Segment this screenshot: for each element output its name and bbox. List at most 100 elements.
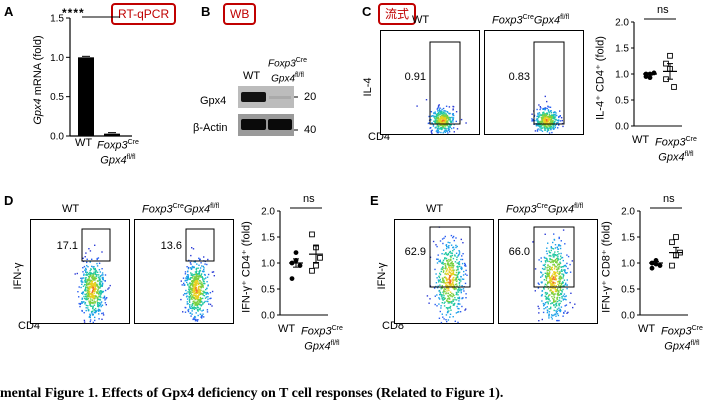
flow-event-dot [195,277,197,279]
flow-event-dot [457,287,460,289]
flow-event-dot [545,276,547,278]
flow-event-dot [452,316,454,318]
flow-event-dot [452,246,454,249]
flow-event-dot [443,295,445,297]
flow-event-dot [460,258,462,261]
flow-event-dot [547,124,549,126]
flow-event-dot [443,118,445,120]
flow-event-dot [190,277,192,279]
flow-event-dot [199,301,202,304]
flow-event-dot [200,262,202,264]
flow-event-dot [88,296,90,298]
flow-event-dot [451,283,453,285]
flow-event-dot [440,295,443,297]
flow-event-dot [77,291,79,293]
wb-col-ko-gene2: Gpx4 [271,73,296,85]
flow-event-dot [202,286,204,289]
flow-event-dot [90,295,93,297]
flow-event-dot [448,307,450,309]
scatter-point-ko [667,52,673,59]
flow-event-dot [544,283,547,285]
flow-event-dot [553,125,555,127]
flow-event-dot [453,294,455,297]
flow-event-dot [537,113,539,116]
flow-event-dot [450,272,452,275]
flow-event-dot [554,247,557,249]
flow-event-dot [91,281,93,283]
flow-event-dot [439,116,442,119]
flow-event-dot [190,291,192,293]
flow-event-dot [546,273,548,275]
flow-event-dot [458,297,461,300]
flow-event-dot [450,283,452,285]
flow-event-dot [537,118,539,120]
flow-event-dot [91,292,93,295]
flow-event-dot [443,288,446,290]
flow-event-dot [550,306,552,308]
flow-event-dot [428,122,430,124]
flow-event-dot [196,301,198,303]
flow-event-dot [556,246,558,248]
flow-event-dot [554,300,557,302]
flow-event-dot [197,319,199,321]
flow-event-dot [199,307,201,309]
flow-event-dot [432,123,435,126]
bar-chart-a: 0.00.51.01.5 [50,14,132,140]
flow-event-dot [98,274,100,276]
scatter-xlabel-ko-part: fl/fl [330,339,340,347]
flow-event-dot [201,276,203,278]
flow-event-dot [555,275,557,278]
scatter-point-ko [317,254,323,261]
flow-event-dot [201,293,204,295]
flow-event-dot [449,120,452,122]
flow-event-dot [458,279,461,281]
flow-event-dot [433,120,435,122]
flow-event-dot [438,131,440,133]
flow-event-dot [562,295,565,297]
flow-event-dot [80,302,82,305]
flow-event-dot [549,115,552,117]
flow-event-dot [86,282,88,284]
flow-ylabel-text-e: IFN-γ [376,262,388,289]
wb-row-actin: β-Actin [193,122,228,134]
flow-event-dot [92,289,94,291]
flow-event-dot [443,289,445,291]
flow-event-dot [458,300,460,302]
flow-event-dot [457,291,459,293]
flow-event-dot [450,127,453,130]
flow-event-dot [90,268,92,270]
flow-event-dot [532,241,534,243]
flow-event-dot [566,284,568,286]
scatter-xlabel-ko-part: Foxp3 [301,325,332,338]
flow-event-dot [451,263,453,265]
flow-event-dot [203,290,205,293]
flow-event-dot [541,121,543,123]
flow-event-dot [200,316,202,318]
flow-event-dot [542,127,544,129]
flow-event-dot [442,249,445,251]
flow-event-dot [106,297,108,299]
flow-event-dot [451,270,453,272]
flow-event-dot [198,272,201,275]
flow-event-dot [85,274,87,276]
scatter-xlabel-ko-part: Gpx4 [658,151,685,164]
flow-event-dot [194,316,197,318]
scatter-point-ko [309,231,315,238]
flow-event-dot [442,266,444,268]
flow-gate [81,228,111,262]
flow-event-dot [557,289,559,292]
flow-event-dot [445,244,447,246]
flow-event-dot [544,285,546,287]
flow-event-dot [545,115,547,118]
flow-event-dot [552,126,554,129]
flow-event-dot [202,278,204,280]
flow-event-dot [186,281,188,284]
flow-gate-percent-ko: 13.6 [161,240,182,252]
flow-event-dot [86,280,88,282]
flow-event-dot [455,312,458,314]
flow-event-dot [88,294,90,296]
flow-event-dot [454,297,456,299]
bar-a-1 [104,133,120,136]
flow-title-ko-sup2: fl/fl [574,203,584,210]
flow-event-dot [550,255,552,257]
